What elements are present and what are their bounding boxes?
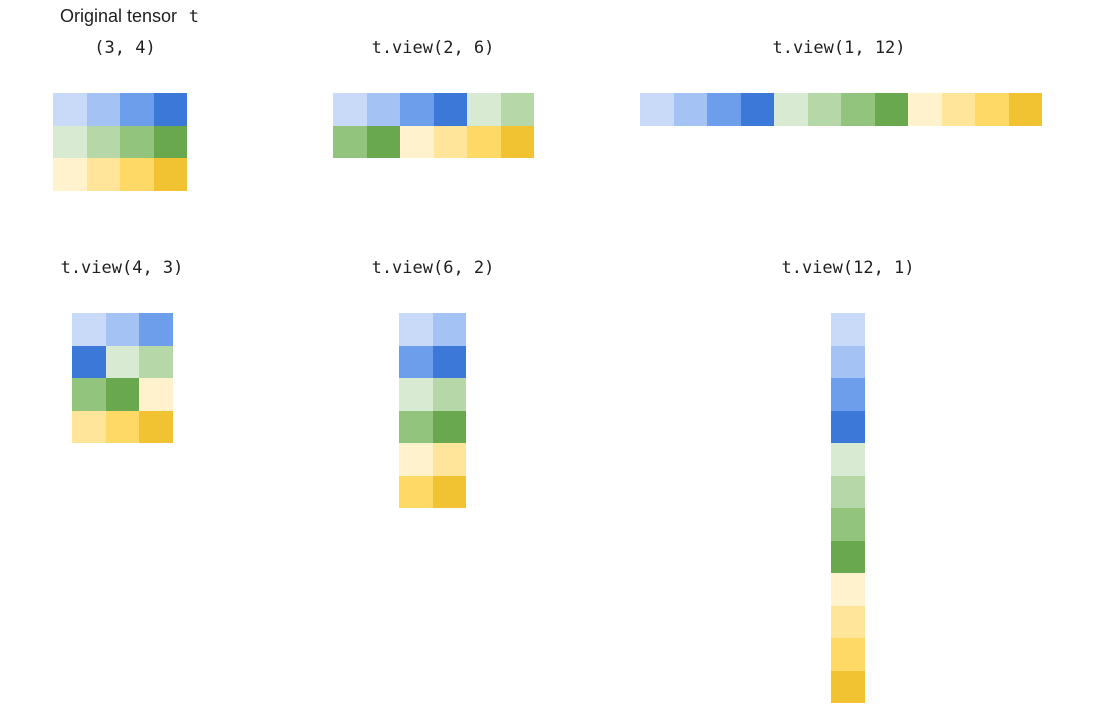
- tensor-cell: [831, 443, 865, 476]
- tensor-cell: [432, 313, 466, 346]
- tensor-cell: [975, 93, 1009, 126]
- tensor-cell: [774, 93, 808, 126]
- tensor-cell: [153, 125, 187, 158]
- tensor-cell: [831, 378, 865, 411]
- figure-title-text: Original tensor: [60, 6, 178, 26]
- tensor-cell: [366, 93, 400, 126]
- tensor-cell: [467, 93, 501, 126]
- view-label-4x3: t.view(4, 3): [60, 258, 184, 278]
- tensor-cell: [139, 410, 173, 443]
- tensor-cell: [433, 125, 467, 158]
- tensor-cell: [120, 93, 154, 126]
- view-label-1x12: t.view(1, 12): [772, 38, 906, 58]
- tensor-cell: [53, 125, 87, 158]
- tensor-cell: [105, 378, 139, 411]
- tensor-cell: [105, 410, 139, 443]
- tensor-cell: [831, 605, 865, 638]
- figure-title: Original tensor t: [60, 4, 199, 29]
- tensor-cell: [707, 93, 741, 126]
- tensor-grid-12x1: [831, 313, 865, 703]
- tensor-cell: [432, 443, 466, 476]
- tensor-cell: [831, 540, 865, 573]
- tensor-cell: [53, 158, 87, 191]
- tensor-cell: [432, 345, 466, 378]
- tensor-grid-original: [53, 93, 187, 191]
- tensor-cell: [500, 93, 534, 126]
- view-label-original: (3, 4): [94, 38, 156, 58]
- tensor-cell: [53, 93, 87, 126]
- tensor-grid-6x2: [399, 313, 466, 508]
- tensor-cell: [500, 125, 534, 158]
- tensor-cell: [120, 158, 154, 191]
- tensor-cell: [400, 93, 434, 126]
- tensor-cell: [831, 638, 865, 671]
- tensor-cell: [831, 508, 865, 541]
- tensor-cell: [105, 313, 139, 346]
- tensor-cell: [399, 313, 433, 346]
- tensor-cell: [831, 573, 865, 606]
- tensor-cell: [831, 345, 865, 378]
- tensor-grid-2x6: [333, 93, 534, 158]
- tensor-cell: [831, 410, 865, 443]
- tensor-cell: [433, 93, 467, 126]
- tensor-cell: [366, 125, 400, 158]
- tensor-cell: [941, 93, 975, 126]
- tensor-cell: [399, 443, 433, 476]
- tensor-grid-4x3: [72, 313, 173, 443]
- tensor-cell: [400, 125, 434, 158]
- tensor-cell: [105, 345, 139, 378]
- tensor-cell: [673, 93, 707, 126]
- tensor-cell: [86, 93, 120, 126]
- tensor-cell: [432, 475, 466, 508]
- tensor-cell: [72, 345, 106, 378]
- tensor-cell: [908, 93, 942, 126]
- tensor-cell: [153, 158, 187, 191]
- tensor-cell: [841, 93, 875, 126]
- view-label-2x6: t.view(2, 6): [371, 38, 495, 58]
- tensor-cell: [399, 378, 433, 411]
- tensor-cell: [831, 313, 865, 346]
- tensor-cell: [740, 93, 774, 126]
- tensor-cell: [467, 125, 501, 158]
- tensor-cell: [807, 93, 841, 126]
- tensor-grid-1x12: [640, 93, 1042, 126]
- tensor-cell: [831, 475, 865, 508]
- tensor-cell: [432, 410, 466, 443]
- tensor-cell: [120, 125, 154, 158]
- tensor-cell: [333, 125, 367, 158]
- tensor-cell: [72, 313, 106, 346]
- view-label-12x1: t.view(12, 1): [781, 258, 915, 278]
- tensor-cell: [640, 93, 674, 126]
- tensor-cell: [1008, 93, 1042, 126]
- view-label-6x2: t.view(6, 2): [371, 258, 495, 278]
- tensor-cell: [399, 410, 433, 443]
- tensor-cell: [139, 345, 173, 378]
- tensor-cell: [399, 475, 433, 508]
- tensor-cell: [86, 125, 120, 158]
- tensor-cell: [72, 410, 106, 443]
- tensor-cell: [432, 378, 466, 411]
- tensor-cell: [874, 93, 908, 126]
- tensor-cell: [153, 93, 187, 126]
- tensor-cell: [139, 378, 173, 411]
- tensor-cell: [399, 345, 433, 378]
- figure-title-code: t: [188, 7, 200, 27]
- tensor-cell: [333, 93, 367, 126]
- tensor-cell: [72, 378, 106, 411]
- tensor-cell: [831, 670, 865, 703]
- tensor-cell: [139, 313, 173, 346]
- tensor-cell: [86, 158, 120, 191]
